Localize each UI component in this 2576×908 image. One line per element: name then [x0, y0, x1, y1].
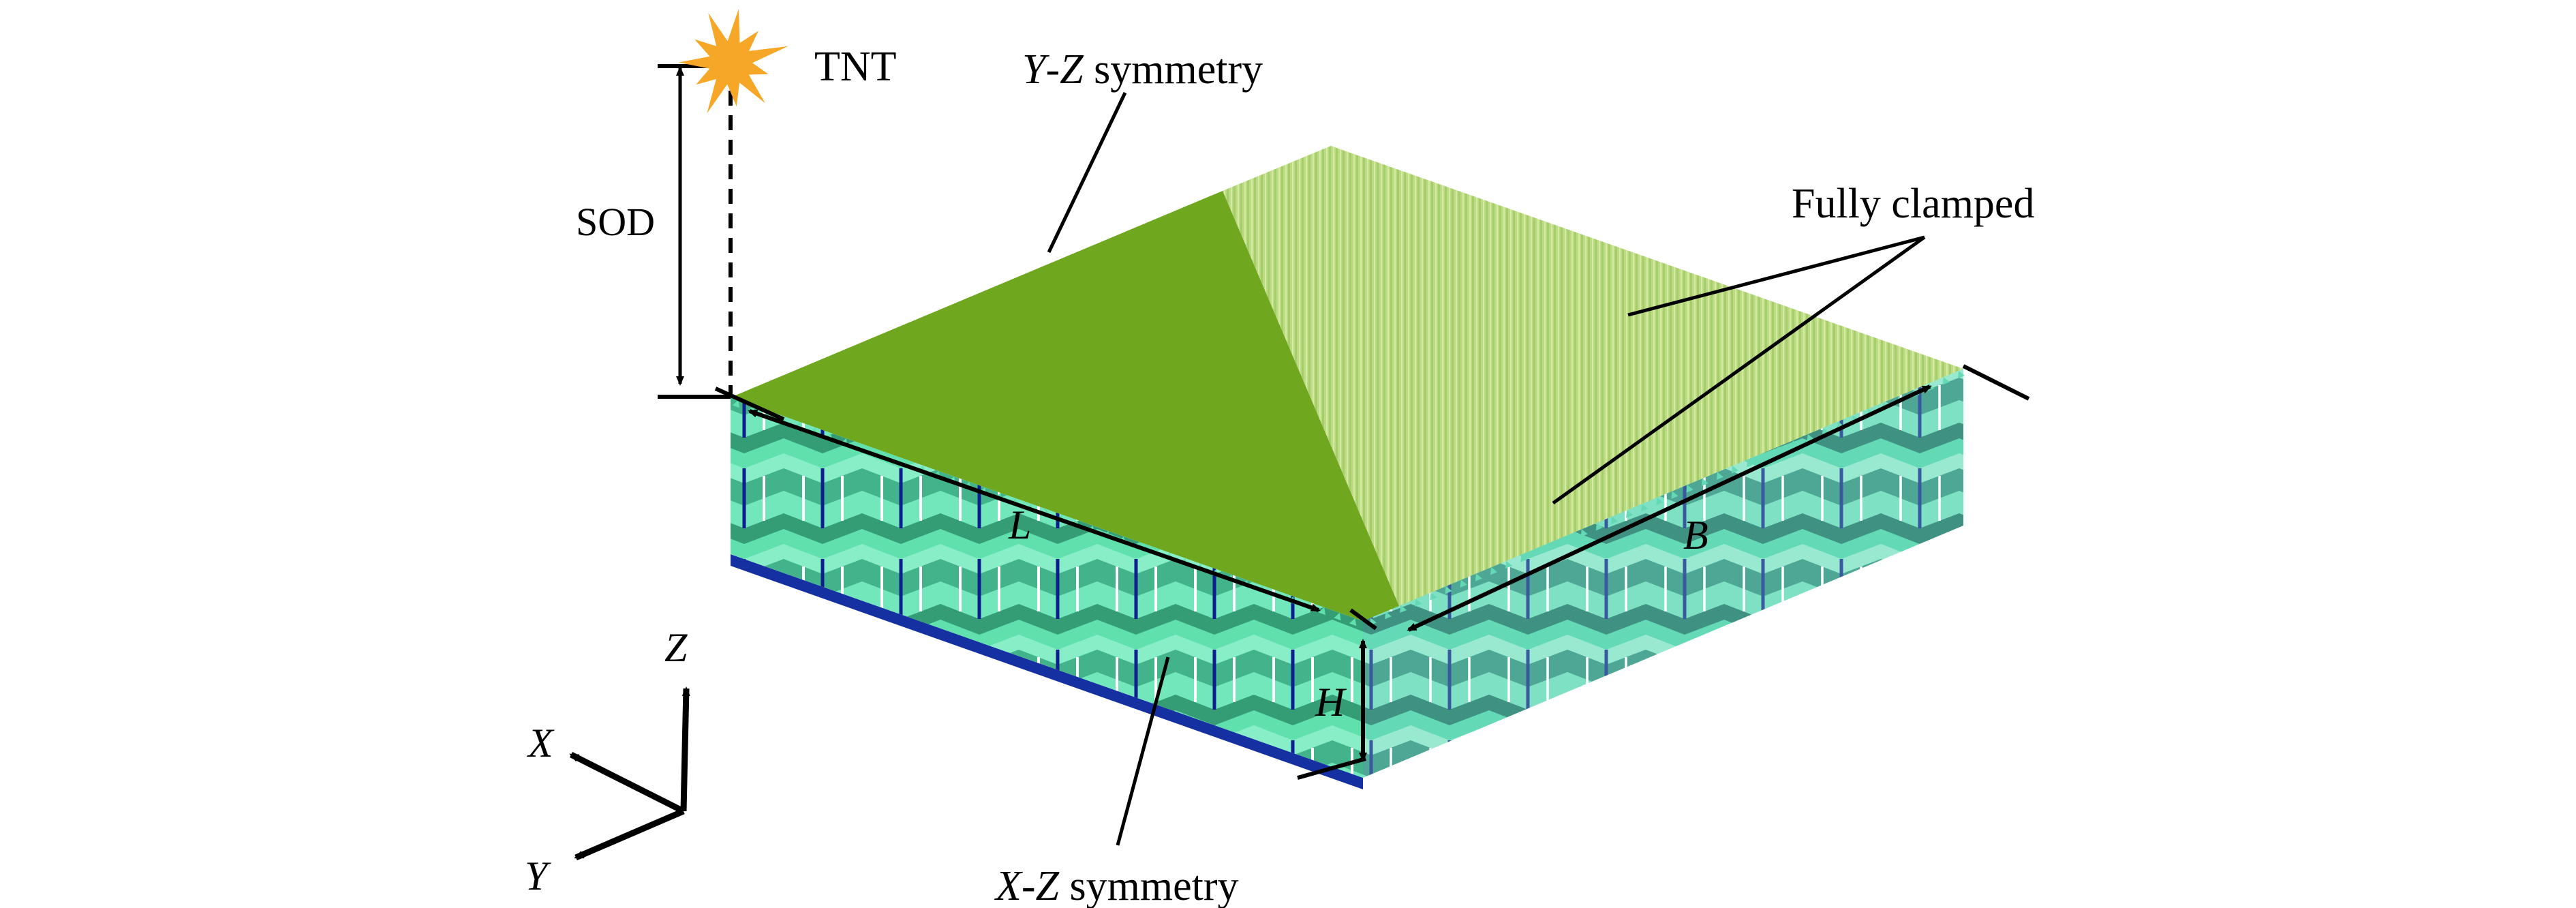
svg-text:TNT: TNT	[814, 44, 897, 90]
svg-text:Y-Z symmetry: Y-Z symmetry	[1022, 46, 1263, 93]
svg-text:Fully clamped: Fully clamped	[1792, 181, 2034, 227]
svg-text:H: H	[1315, 680, 1347, 725]
svg-text:Y: Y	[525, 853, 551, 898]
svg-text:X-Z symmetry: X-Z symmetry	[994, 863, 1239, 908]
svg-text:SOD: SOD	[576, 200, 655, 244]
svg-text:L: L	[1008, 502, 1031, 547]
svg-text:B: B	[1683, 513, 1708, 558]
svg-text:Z: Z	[664, 625, 688, 670]
svg-text:X: X	[527, 721, 555, 766]
